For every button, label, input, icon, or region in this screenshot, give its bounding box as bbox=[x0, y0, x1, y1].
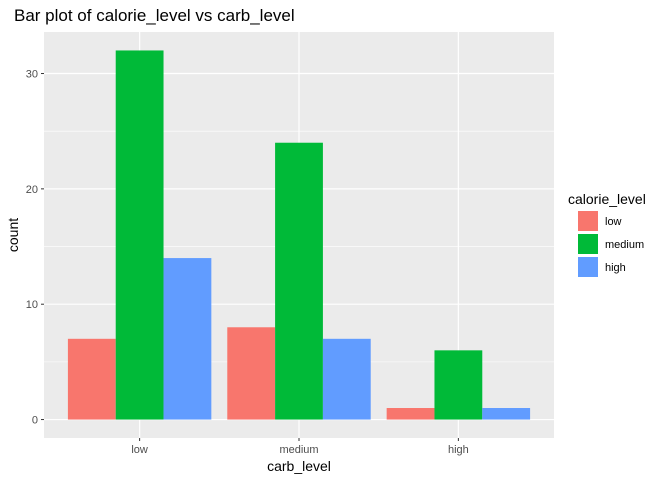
bar-medium-medium bbox=[275, 142, 323, 420]
x-tick-label: medium bbox=[279, 444, 318, 456]
legend: calorie_level low medium high bbox=[568, 191, 646, 277]
legend-swatch-low bbox=[578, 211, 598, 231]
legend-swatch-high bbox=[578, 257, 598, 277]
bar-medium-low bbox=[227, 327, 276, 420]
y-tick-label: 10 bbox=[26, 299, 38, 311]
chart-title: Bar plot of calorie_level vs carb_level bbox=[14, 6, 295, 25]
bars bbox=[67, 50, 531, 420]
legend-swatch-medium bbox=[578, 234, 598, 254]
y-axis-title: count bbox=[5, 218, 21, 252]
bar-high-medium bbox=[434, 350, 483, 420]
legend-label-medium: medium bbox=[605, 239, 644, 251]
bar-medium-high bbox=[322, 338, 371, 420]
legend-label-high: high bbox=[605, 262, 626, 274]
legend-title: calorie_level bbox=[568, 191, 646, 207]
y-tick-label: 0 bbox=[32, 415, 38, 427]
x-tick-label: high bbox=[448, 444, 469, 456]
y-tick-label: 20 bbox=[26, 184, 38, 196]
bar-low-low bbox=[67, 338, 116, 420]
bar-low-medium bbox=[115, 50, 164, 420]
bar-high-high bbox=[482, 408, 531, 420]
x-tick-label: low bbox=[131, 444, 148, 456]
bar-high-low bbox=[386, 408, 435, 420]
y-tick-label: 30 bbox=[26, 69, 38, 81]
legend-label-low: low bbox=[605, 216, 622, 228]
y-axis-ticks: 0 10 20 30 bbox=[26, 69, 44, 427]
x-axis-title: carb_level bbox=[267, 458, 331, 474]
x-axis-ticks: low medium high bbox=[131, 438, 469, 456]
bar-low-high bbox=[163, 258, 212, 420]
